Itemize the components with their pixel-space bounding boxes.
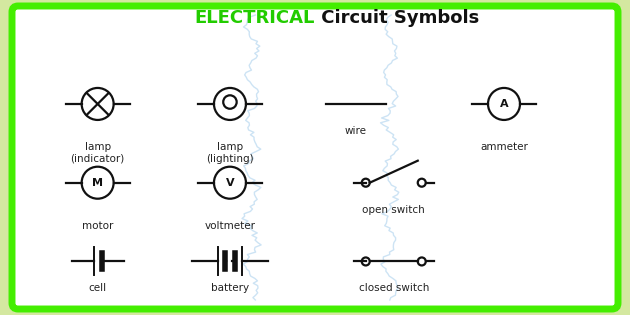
Text: Circuit Symbols: Circuit Symbols (315, 9, 479, 27)
Text: battery: battery (211, 284, 249, 294)
Text: motor: motor (82, 221, 113, 231)
Text: lamp
(indicator): lamp (indicator) (71, 142, 125, 163)
Text: cell: cell (89, 284, 106, 294)
Text: V: V (226, 178, 234, 188)
Text: lamp
(lighting): lamp (lighting) (206, 142, 254, 163)
Text: closed switch: closed switch (358, 284, 429, 294)
Text: ELECTRICAL: ELECTRICAL (195, 9, 315, 27)
Text: M: M (92, 178, 103, 188)
Text: open switch: open switch (362, 205, 425, 215)
FancyBboxPatch shape (12, 6, 618, 309)
Text: A: A (500, 99, 508, 109)
Text: ammeter: ammeter (480, 142, 528, 152)
Text: voltmeter: voltmeter (205, 221, 255, 231)
Text: wire: wire (345, 126, 367, 136)
